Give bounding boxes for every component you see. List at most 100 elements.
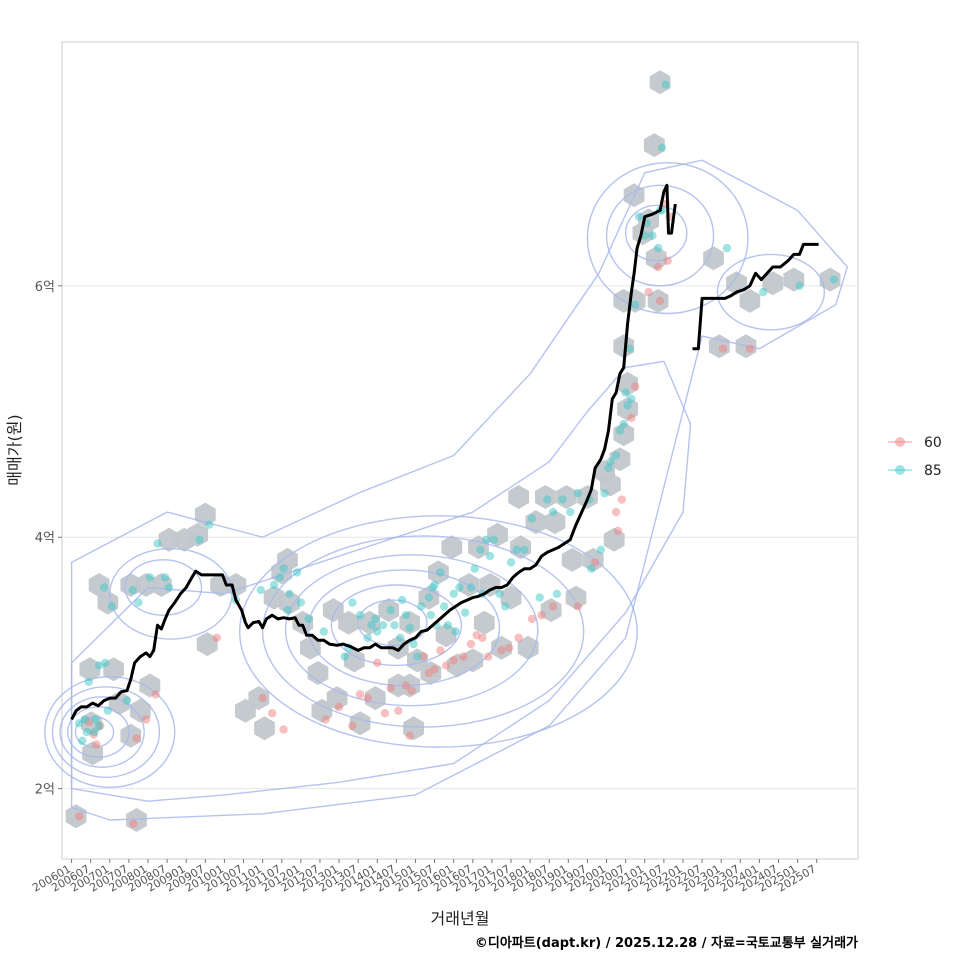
density-contour xyxy=(330,584,463,667)
hexbin-cell xyxy=(307,661,329,685)
hexbin-cell xyxy=(196,632,218,657)
point-85 xyxy=(390,621,399,630)
point-85 xyxy=(611,451,621,460)
point-60 xyxy=(363,693,372,703)
point-85 xyxy=(829,275,839,284)
density-contour xyxy=(44,676,176,789)
point-85 xyxy=(283,605,292,615)
point-85 xyxy=(527,514,537,523)
y-tick-label: 6억 xyxy=(35,280,55,295)
point-85 xyxy=(466,583,476,592)
point-85 xyxy=(256,585,265,595)
point-85 xyxy=(615,426,625,435)
hexbin-cell xyxy=(435,623,457,648)
point-60 xyxy=(407,686,416,695)
point-60 xyxy=(617,495,627,504)
hexbin-cell xyxy=(462,648,484,673)
hexbin-cell xyxy=(338,610,359,635)
point-85 xyxy=(489,535,499,544)
point-85 xyxy=(340,652,349,661)
point-60 xyxy=(373,658,382,668)
x-axis-title: 거래년월 xyxy=(431,909,490,928)
hexbin-cell xyxy=(762,271,784,296)
point-85 xyxy=(587,564,596,573)
point-85 xyxy=(596,545,606,554)
point-85 xyxy=(512,545,521,554)
point-85 xyxy=(443,621,453,630)
point-60 xyxy=(745,344,755,353)
point-85 xyxy=(395,633,405,642)
point-60 xyxy=(548,602,558,611)
point-85 xyxy=(543,495,552,504)
hexbin-cell xyxy=(565,585,587,610)
point-60 xyxy=(279,725,288,734)
point-85 xyxy=(90,727,99,737)
point-60 xyxy=(466,639,476,649)
point-85 xyxy=(319,627,328,636)
point-60 xyxy=(141,715,151,724)
point-85 xyxy=(164,583,174,592)
hexbin-cell xyxy=(254,716,275,741)
density-contour xyxy=(586,161,749,315)
point-85 xyxy=(355,610,365,620)
y-axis-title: 매매가(원) xyxy=(5,414,24,485)
point-85 xyxy=(103,706,113,715)
point-60 xyxy=(430,665,439,674)
hexbin-cell xyxy=(365,686,386,711)
point-85 xyxy=(386,605,395,615)
point-60 xyxy=(74,812,84,821)
point-85 xyxy=(495,589,504,598)
point-85 xyxy=(558,495,567,504)
point-85 xyxy=(451,627,460,636)
point-85 xyxy=(455,583,464,592)
density-contour-outer xyxy=(70,159,848,821)
point-60 xyxy=(321,715,330,724)
plot-panel xyxy=(61,41,859,860)
point-60 xyxy=(631,382,640,391)
point-60 xyxy=(573,602,583,611)
point-60 xyxy=(441,661,451,670)
density-contour-outer xyxy=(70,360,692,802)
point-85 xyxy=(449,589,458,598)
point-85 xyxy=(619,419,628,429)
hexbin-cell xyxy=(508,485,530,509)
point-85 xyxy=(304,614,313,624)
point-60 xyxy=(483,652,493,661)
legend-key-85 xyxy=(895,465,905,475)
density-contour xyxy=(124,559,203,616)
point-85 xyxy=(548,507,558,517)
point-60 xyxy=(514,633,523,642)
point-85 xyxy=(204,520,214,529)
point-85 xyxy=(722,243,732,253)
hexbin-cell xyxy=(300,635,321,660)
point-85 xyxy=(371,614,380,624)
point-60 xyxy=(613,526,623,536)
point-85 xyxy=(600,489,609,498)
point-85 xyxy=(648,231,657,240)
point-85 xyxy=(520,545,529,554)
point-85 xyxy=(795,281,804,291)
hexbin-cell xyxy=(441,535,463,560)
point-85 xyxy=(363,633,372,642)
point-85 xyxy=(552,589,562,598)
point-60 xyxy=(590,558,600,567)
point-85 xyxy=(82,727,92,737)
point-85 xyxy=(460,608,470,617)
point-85 xyxy=(426,610,435,620)
point-60 xyxy=(497,646,506,655)
hexbin-cell xyxy=(739,288,761,313)
point-60 xyxy=(644,287,653,297)
point-85 xyxy=(160,573,170,582)
point-85 xyxy=(606,457,615,467)
point-85 xyxy=(413,652,422,661)
density-contour xyxy=(59,696,145,768)
point-60 xyxy=(655,296,665,306)
point-60 xyxy=(504,643,514,653)
y-axis-ticks: 2억 4억 6억 xyxy=(35,280,62,798)
point-85 xyxy=(759,287,768,297)
legend: 60 85 xyxy=(888,435,942,479)
density-contour xyxy=(238,515,638,748)
point-60 xyxy=(212,633,221,642)
point-85 xyxy=(373,627,382,636)
